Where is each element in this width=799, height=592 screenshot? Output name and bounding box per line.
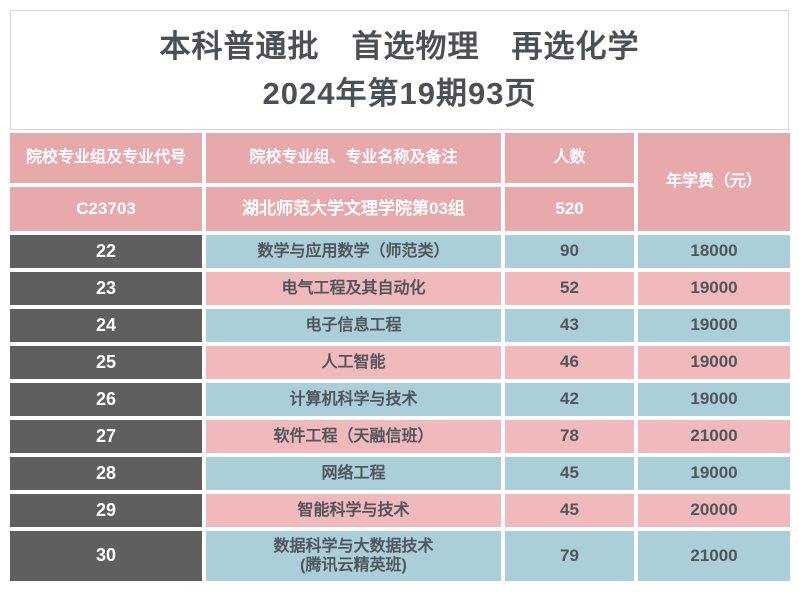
row-major-name: 软件工程（天融信班） [206,420,501,453]
page-title-line1: 本科普通批 首选物理 再选化学 [159,29,640,64]
row-count: 43 [505,309,634,342]
row-fee: 19000 [638,383,790,416]
row-major-name: 电气工程及其自动化 [206,272,501,305]
row-count: 78 [505,420,634,453]
row-count: 46 [505,346,634,379]
major-name-line2: (腾讯云精英班) [300,557,407,574]
row-major-name: 数学与应用数学（师范类） [206,235,501,268]
row-fee: 21000 [638,531,790,581]
row-code: 24 [10,309,202,342]
row-major-name: 网络工程 [206,457,501,490]
header-group-code: 院校专业组及专业代号 [10,133,202,183]
row-code: 30 [10,531,202,581]
row-fee: 19000 [638,457,790,490]
row-code: 29 [10,494,202,527]
group-code: C23703 [10,187,202,231]
row-code: 25 [10,346,202,379]
row-code: 27 [10,420,202,453]
major-name-line1: 电气工程及其自动化 [281,279,426,297]
header-major-name: 院校专业组、专业名称及备注 [206,133,501,183]
row-fee: 21000 [638,420,790,453]
row-count: 90 [505,235,634,268]
page-title-line2: 2024年第19期93页 [262,76,537,111]
row-code: 22 [10,235,202,268]
row-major-name: 智能科学与技术 [206,494,501,527]
major-name-line1: 人工智能 [321,353,386,371]
major-name-line1: 计算机科学与技术 [289,390,418,408]
row-count: 42 [505,383,634,416]
major-name-line1: 数学与应用数学（师范类） [257,242,450,260]
major-name-line1: 电子信息工程 [305,316,402,334]
title-box: 本科普通批 首选物理 再选化学 2024年第19期93页 [10,10,789,130]
header-tuition: 年学费（元） [638,133,790,231]
header-count: 人数 [505,133,634,183]
major-name-line1: 网络工程 [321,464,386,482]
row-code: 26 [10,383,202,416]
row-fee: 18000 [638,235,790,268]
row-major-name: 人工智能 [206,346,501,379]
row-fee: 19000 [638,272,790,305]
major-name-line1: 数据科学与大数据技术 [273,537,434,555]
row-major-name: 计算机科学与技术 [206,383,501,416]
row-count: 79 [505,531,634,581]
admission-table: 院校专业组及专业代号 院校专业组、专业名称及备注 人数 年学费（元） C2370… [10,133,790,581]
row-fee: 19000 [638,309,790,342]
row-code: 23 [10,272,202,305]
row-count: 52 [505,272,634,305]
group-name: 湖北师范大学文理学院第03组 [206,187,501,231]
row-major-name: 数据科学与大数据技术 (腾讯云精英班) [206,531,501,581]
row-count: 45 [505,457,634,490]
major-name-line1: 智能科学与技术 [297,501,410,519]
row-fee: 20000 [638,494,790,527]
group-count: 520 [505,187,634,231]
row-major-name: 电子信息工程 [206,309,501,342]
row-fee: 19000 [638,346,790,379]
major-name-line1: 软件工程（天融信班） [273,427,434,445]
row-count: 45 [505,494,634,527]
row-code: 28 [10,457,202,490]
